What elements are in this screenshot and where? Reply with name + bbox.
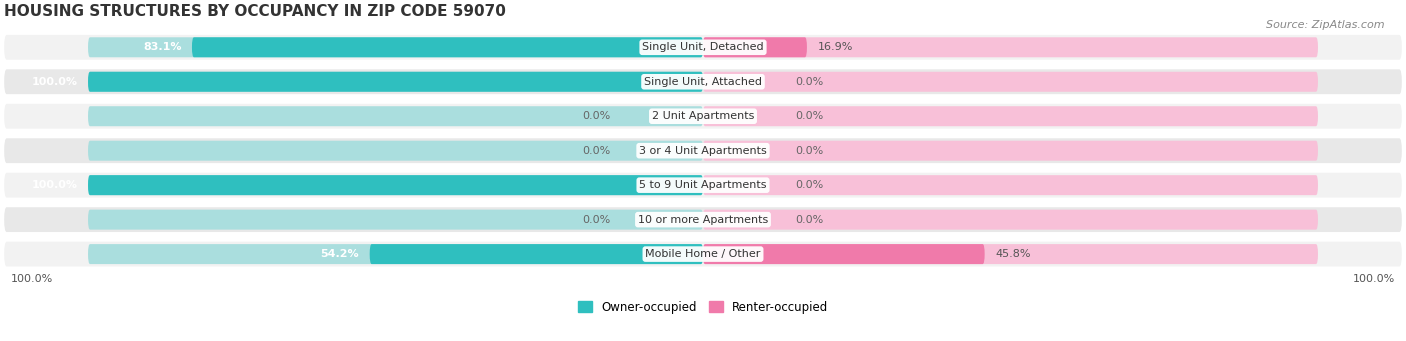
Text: 0.0%: 0.0%	[582, 146, 610, 156]
Text: 0.0%: 0.0%	[582, 111, 610, 121]
Text: Mobile Home / Other: Mobile Home / Other	[645, 249, 761, 259]
FancyBboxPatch shape	[703, 244, 1317, 264]
FancyBboxPatch shape	[89, 210, 703, 229]
FancyBboxPatch shape	[703, 210, 1317, 229]
Legend: Owner-occupied, Renter-occupied: Owner-occupied, Renter-occupied	[572, 296, 834, 318]
FancyBboxPatch shape	[703, 37, 807, 57]
FancyBboxPatch shape	[89, 72, 703, 92]
Text: 0.0%: 0.0%	[796, 146, 824, 156]
Text: Single Unit, Detached: Single Unit, Detached	[643, 42, 763, 52]
Text: 2 Unit Apartments: 2 Unit Apartments	[652, 111, 754, 121]
Text: 100.0%: 100.0%	[1353, 274, 1395, 284]
FancyBboxPatch shape	[703, 37, 1317, 57]
Text: 5 to 9 Unit Apartments: 5 to 9 Unit Apartments	[640, 180, 766, 190]
FancyBboxPatch shape	[4, 207, 1402, 232]
FancyBboxPatch shape	[4, 173, 1402, 197]
FancyBboxPatch shape	[89, 175, 703, 195]
Text: 45.8%: 45.8%	[995, 249, 1031, 259]
Text: Source: ZipAtlas.com: Source: ZipAtlas.com	[1267, 20, 1385, 30]
FancyBboxPatch shape	[4, 138, 1402, 163]
Text: 54.2%: 54.2%	[321, 249, 359, 259]
FancyBboxPatch shape	[703, 141, 1317, 161]
Text: 100.0%: 100.0%	[31, 180, 77, 190]
FancyBboxPatch shape	[703, 175, 1317, 195]
Text: 0.0%: 0.0%	[796, 180, 824, 190]
FancyBboxPatch shape	[89, 141, 703, 161]
Text: HOUSING STRUCTURES BY OCCUPANCY IN ZIP CODE 59070: HOUSING STRUCTURES BY OCCUPANCY IN ZIP C…	[4, 4, 506, 19]
FancyBboxPatch shape	[703, 106, 1317, 126]
FancyBboxPatch shape	[4, 35, 1402, 60]
FancyBboxPatch shape	[89, 37, 703, 57]
Text: 0.0%: 0.0%	[796, 111, 824, 121]
FancyBboxPatch shape	[703, 244, 984, 264]
Text: 3 or 4 Unit Apartments: 3 or 4 Unit Apartments	[640, 146, 766, 156]
FancyBboxPatch shape	[89, 106, 703, 126]
Text: Single Unit, Attached: Single Unit, Attached	[644, 77, 762, 87]
Text: 10 or more Apartments: 10 or more Apartments	[638, 214, 768, 225]
FancyBboxPatch shape	[4, 69, 1402, 94]
Text: 83.1%: 83.1%	[143, 42, 181, 52]
Text: 0.0%: 0.0%	[796, 77, 824, 87]
FancyBboxPatch shape	[370, 244, 703, 264]
Text: 0.0%: 0.0%	[796, 214, 824, 225]
FancyBboxPatch shape	[89, 72, 703, 92]
Text: 16.9%: 16.9%	[817, 42, 853, 52]
FancyBboxPatch shape	[4, 104, 1402, 129]
FancyBboxPatch shape	[193, 37, 703, 57]
Text: 100.0%: 100.0%	[11, 274, 53, 284]
Text: 0.0%: 0.0%	[582, 214, 610, 225]
FancyBboxPatch shape	[4, 242, 1402, 267]
FancyBboxPatch shape	[703, 72, 1317, 92]
FancyBboxPatch shape	[89, 175, 703, 195]
Text: 100.0%: 100.0%	[31, 77, 77, 87]
FancyBboxPatch shape	[89, 244, 703, 264]
